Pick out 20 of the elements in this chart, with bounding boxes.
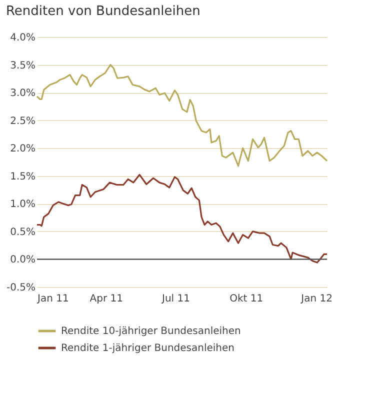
y-tick-label: -0.5% bbox=[6, 282, 36, 294]
y-tick-label: 0.5% bbox=[10, 226, 36, 238]
y-tick-label: 1.5% bbox=[10, 171, 36, 182]
x-tick-label: Jan 11 bbox=[36, 294, 69, 304]
y-tick-label: 0.0% bbox=[10, 254, 36, 266]
y-tick-label: 3.5% bbox=[10, 60, 36, 72]
y-tick-label: 2.5% bbox=[10, 116, 36, 127]
line-series bbox=[36, 174, 328, 264]
y-tick-label: 2.0% bbox=[10, 144, 36, 155]
x-tick-label: Okt 11 bbox=[230, 294, 264, 304]
x-tick-label: Apr 11 bbox=[90, 294, 123, 304]
legend-label: Rendite 10-jähriger Bundesanleihen bbox=[61, 326, 241, 337]
x-tick-label: Jul 11 bbox=[161, 294, 190, 304]
chart-title: Renditen von Bundesanleihen bbox=[6, 4, 200, 19]
legend-label: Rendite 1-jähriger Bundesanleihen bbox=[61, 343, 235, 354]
y-tick-label: 4.0% bbox=[10, 32, 36, 44]
y-tick-label: 3.0% bbox=[10, 88, 36, 100]
x-tick-label: Jan 12 bbox=[300, 294, 332, 304]
y-tick-label: 1.0% bbox=[10, 199, 36, 210]
line-series bbox=[36, 64, 328, 167]
